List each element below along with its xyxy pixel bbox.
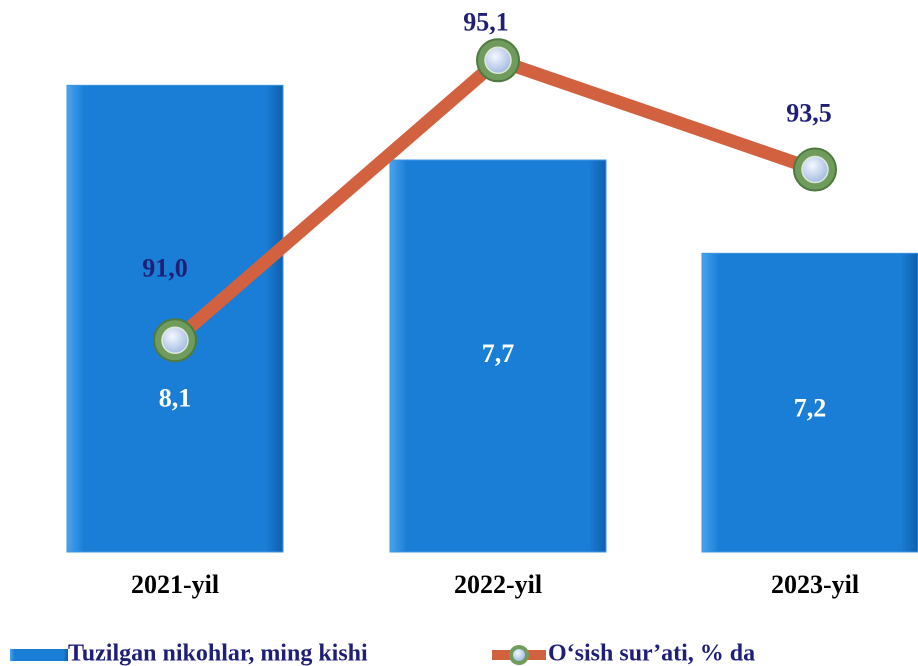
legend-marker-inner bbox=[513, 649, 525, 661]
bar bbox=[701, 252, 918, 553]
legend-label: Tuzilgan nikohlar, ming kishi bbox=[68, 641, 368, 666]
line-marker-inner bbox=[484, 46, 512, 75]
line-marker-inner bbox=[801, 155, 829, 184]
legend-label: O‘sish sur’ati, % da bbox=[548, 641, 755, 666]
line-value-label: 91,0 bbox=[142, 253, 188, 282]
x-tick-label: 2023-yil bbox=[771, 570, 859, 599]
legend-swatch bbox=[10, 649, 68, 661]
bar-value-label: 7,2 bbox=[794, 394, 827, 423]
bar bbox=[389, 159, 607, 553]
line-value-label: 93,5 bbox=[786, 99, 832, 128]
bar-value-label: 8,1 bbox=[159, 384, 192, 413]
line-value-label: 95,1 bbox=[463, 7, 509, 36]
x-tick-label: 2021-yil bbox=[131, 570, 219, 599]
bar-value-label: 7,7 bbox=[482, 339, 515, 368]
x-tick-label: 2022-yil bbox=[454, 570, 542, 599]
line-marker-inner bbox=[161, 326, 189, 355]
